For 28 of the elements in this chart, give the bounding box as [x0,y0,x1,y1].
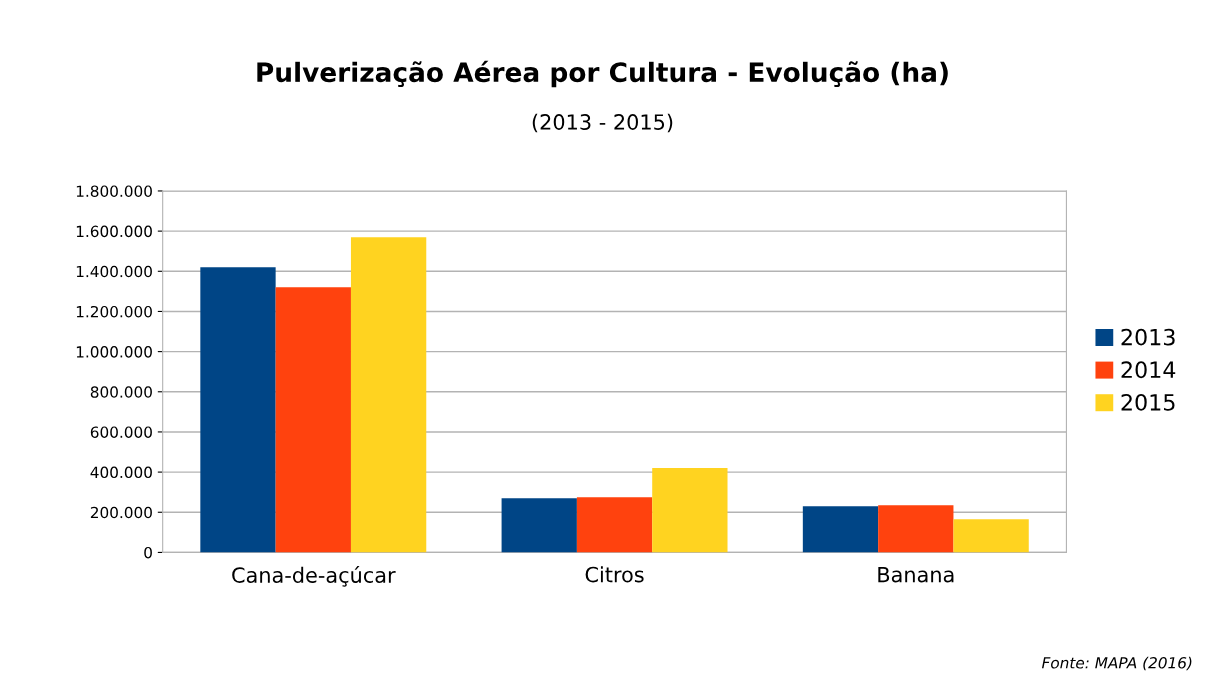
bar [953,519,1029,553]
y-tick-label: 1.600.000 [76,225,152,238]
y-tick-label: 200.000 [90,506,152,519]
legend-label: 2015 [1121,393,1175,411]
bar [200,267,276,553]
y-tick-label: 600.000 [90,426,152,438]
bar [501,498,577,553]
x-tick-label: Citros [585,566,644,583]
y-tick-label: 1.000.000 [76,346,152,358]
bar [275,287,351,553]
chart-subtitle: (2013 - 2015) [532,113,673,133]
source-note: Fonte: MAPA (2016) [1041,656,1192,671]
x-tick-label: Banana [878,566,954,583]
y-tick-label: 1.800.000 [76,185,152,197]
bar [802,506,879,553]
y-tick-label: 0 [144,546,152,559]
legend-label: 2013 [1121,328,1175,346]
legend-label: 2014 [1121,361,1176,379]
chart-title: Pulverização Aérea por Cultura - Evolução (ha) [257,60,948,88]
bar [576,497,653,553]
y-tick-label: 400.000 [90,466,152,479]
bar [878,505,954,553]
y-tick-label: 800.000 [90,386,152,398]
x-tick-label: Cana-de-açúcar [232,565,396,587]
bar [652,468,728,553]
y-tick-label: 1.200.000 [76,305,152,318]
y-tick-label: 1.400.000 [76,265,152,278]
bar [350,237,427,553]
